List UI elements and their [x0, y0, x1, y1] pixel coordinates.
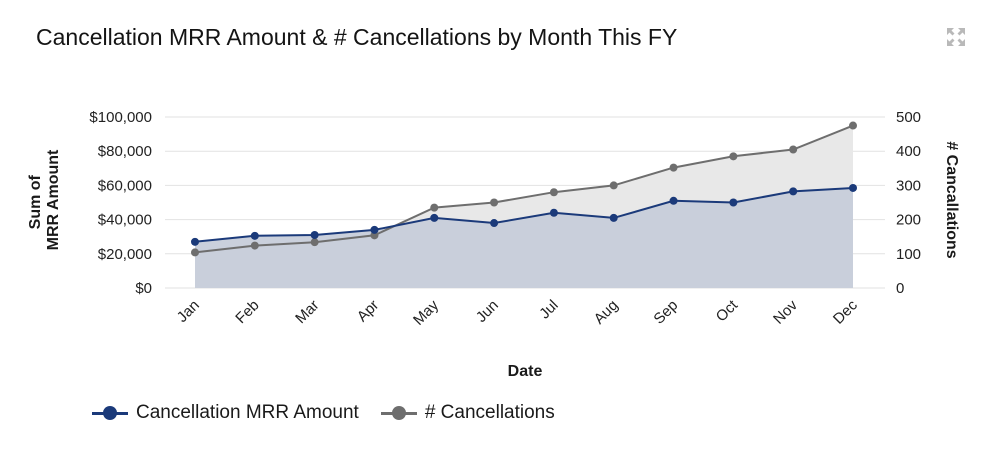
mrr-point[interactable] — [430, 213, 439, 222]
cancellations-point[interactable] — [490, 198, 499, 207]
x-tick-label: Apr — [354, 297, 383, 326]
right-tick-label: 0 — [896, 280, 904, 297]
left-tick-label: $100,000 — [89, 109, 152, 126]
cancellations-point[interactable] — [370, 231, 379, 240]
cancellations-point[interactable] — [729, 152, 738, 161]
mrr-point[interactable] — [609, 213, 618, 222]
right-tick-label: 100 — [896, 246, 921, 263]
x-tick-label: Aug — [591, 297, 622, 328]
mrr-point[interactable] — [191, 237, 199, 246]
x-tick-label: Sep — [650, 297, 681, 328]
cancellations-point[interactable] — [549, 188, 558, 197]
x-tick-label: Jun — [473, 297, 502, 326]
x-tick-label: May — [410, 296, 442, 328]
cancellations-point[interactable] — [789, 145, 798, 154]
cancellations-point[interactable] — [609, 181, 618, 190]
cancellations-point[interactable] — [191, 248, 199, 257]
x-axis-ticks: Jan Feb Mar Apr May Jun Jul Aug Sep Oct Nov Dec — [174, 296, 861, 329]
right-tick-label: 500 — [896, 109, 921, 126]
mrr-point[interactable] — [370, 225, 379, 234]
right-tick-label: 200 — [896, 212, 921, 229]
expand-icon[interactable] — [946, 27, 966, 47]
mrr-point[interactable] — [789, 187, 798, 196]
x-tick-label: Feb — [232, 297, 262, 327]
left-axis-ticks: $0 $20,000 $40,000 $60,000 $80,000 $100,000 — [89, 109, 152, 297]
cancellations-point[interactable] — [849, 121, 857, 130]
legend-key-mrr — [92, 406, 128, 420]
legend: Cancellation MRR Amount # Cancellations — [92, 402, 555, 424]
mrr-point[interactable] — [310, 230, 319, 239]
x-tick-label: Mar — [292, 297, 322, 327]
cancellations-point[interactable] — [430, 203, 439, 212]
mrr-point[interactable] — [250, 231, 259, 240]
mrr-point[interactable] — [490, 219, 499, 228]
left-axis-title: Sum of MRR Amount — [27, 149, 62, 250]
x-tick-label: Jan — [174, 297, 203, 326]
right-axis-ticks: 0 100 200 300 400 500 — [896, 109, 921, 297]
cancellations-point[interactable] — [310, 238, 319, 247]
legend-item-cancellations[interactable]: # Cancellations — [380, 402, 555, 424]
left-tick-label: $0 — [135, 280, 152, 297]
cancellations-point[interactable] — [669, 163, 678, 172]
cancellations-point[interactable] — [250, 241, 259, 250]
data-points — [191, 121, 857, 257]
right-axis-title: # Cancallations — [943, 141, 960, 258]
chart-title: Cancellation MRR Amount & # Cancellation… — [36, 24, 678, 50]
legend-item-mrr[interactable]: Cancellation MRR Amount — [92, 402, 359, 424]
mrr-line — [194, 187, 854, 243]
right-tick-label: 400 — [896, 143, 921, 160]
mrr-point[interactable] — [849, 183, 857, 192]
left-tick-label: $80,000 — [98, 143, 152, 160]
x-tick-label: Nov — [770, 296, 801, 327]
legend-key-cancellations — [380, 406, 417, 420]
mrr-point[interactable] — [669, 196, 678, 205]
x-tick-label: Jul — [536, 297, 562, 323]
mrr-area — [195, 188, 853, 288]
x-tick-label: Dec — [830, 296, 861, 327]
legend-label-cancellations: # Cancellations — [424, 402, 555, 423]
left-tick-label: $40,000 — [98, 212, 152, 229]
mrr-point[interactable] — [549, 208, 558, 217]
left-tick-label: $20,000 — [98, 246, 152, 263]
left-tick-label: $60,000 — [98, 177, 152, 194]
x-tick-label: Oct — [713, 296, 742, 325]
legend-label-mrr: Cancellation MRR Amount — [136, 402, 359, 423]
cancellations-line — [194, 124, 854, 254]
right-tick-label: 300 — [896, 177, 921, 194]
x-axis-title: Date — [508, 363, 543, 380]
mrr-point[interactable] — [729, 198, 738, 207]
